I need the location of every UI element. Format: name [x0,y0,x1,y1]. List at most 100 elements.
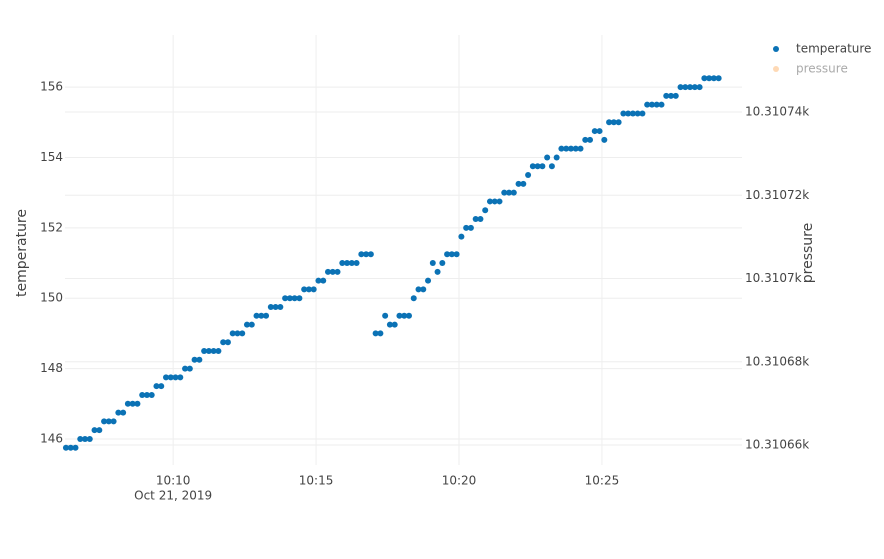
point [644,101,651,108]
point [205,347,212,354]
grid [65,35,742,465]
point [143,391,150,398]
point [86,435,93,442]
y2-tick-label: 10.31066k [745,438,809,452]
point [124,400,131,407]
point [691,84,698,91]
point [158,383,165,390]
point [105,418,112,425]
y2-tick-label: 10.31074k [745,105,809,119]
point [315,277,322,284]
point [301,286,308,293]
point [648,101,655,108]
point [596,128,603,135]
point [625,110,632,117]
point [434,268,441,275]
point [606,119,613,126]
point [77,435,84,442]
point [491,198,498,205]
point [477,216,484,223]
point [220,339,227,346]
point [539,163,546,170]
point [320,277,327,284]
point [439,260,446,267]
x-tick-label: 10:15 [299,474,334,488]
point [501,189,508,196]
point [329,268,336,275]
point [415,286,422,293]
point [420,286,427,293]
point [706,75,713,82]
legend-item[interactable]: pressure [773,62,848,76]
point [305,286,312,293]
y-tick-label: 148 [40,361,63,375]
point [115,409,122,416]
point [129,400,136,407]
y-axis-label: temperature [14,209,30,297]
y2-tick-label: 10.31068k [745,354,809,368]
point [363,251,370,258]
point [672,92,679,99]
point [496,198,503,205]
point [429,260,436,267]
point [286,295,293,302]
point [377,330,384,337]
point [229,330,236,337]
point [610,119,617,126]
point [486,198,493,205]
point [677,84,684,91]
point [463,224,470,231]
point [391,321,398,328]
y-tick-label: 154 [40,150,63,164]
point [296,295,303,302]
point [563,145,570,152]
legend-label: temperature [796,42,871,56]
point [401,312,408,319]
point [210,347,217,354]
legend-item[interactable]: temperature [773,42,871,56]
point [696,84,703,91]
point [615,119,622,126]
point [344,260,351,267]
point [153,383,160,390]
point [506,189,513,196]
point [405,312,412,319]
point [601,136,608,143]
point [553,154,560,161]
point [191,356,198,363]
y2-tick-label: 10.31072k [745,188,809,202]
point [386,321,393,328]
y2-tick-label: 10.3107k [745,271,802,285]
point [639,110,646,117]
point [277,304,284,311]
point [224,339,231,346]
point [110,418,117,425]
point [582,136,589,143]
legend-marker [773,66,779,72]
point [544,154,551,161]
point [62,444,69,451]
point [587,136,594,143]
point [525,172,532,179]
y-tick-label: 152 [40,220,63,234]
point [182,365,189,372]
point [310,286,317,293]
point [467,224,474,231]
point [134,400,141,407]
point [634,110,641,117]
point [482,207,489,214]
point [458,233,465,240]
point [367,251,374,258]
point [148,391,155,398]
point [444,251,451,258]
point [715,75,722,82]
point [177,374,184,381]
point [291,295,298,302]
legend-marker [773,46,779,52]
point [701,75,708,82]
point [425,277,432,284]
point [658,101,665,108]
point [243,321,250,328]
series [62,75,722,451]
